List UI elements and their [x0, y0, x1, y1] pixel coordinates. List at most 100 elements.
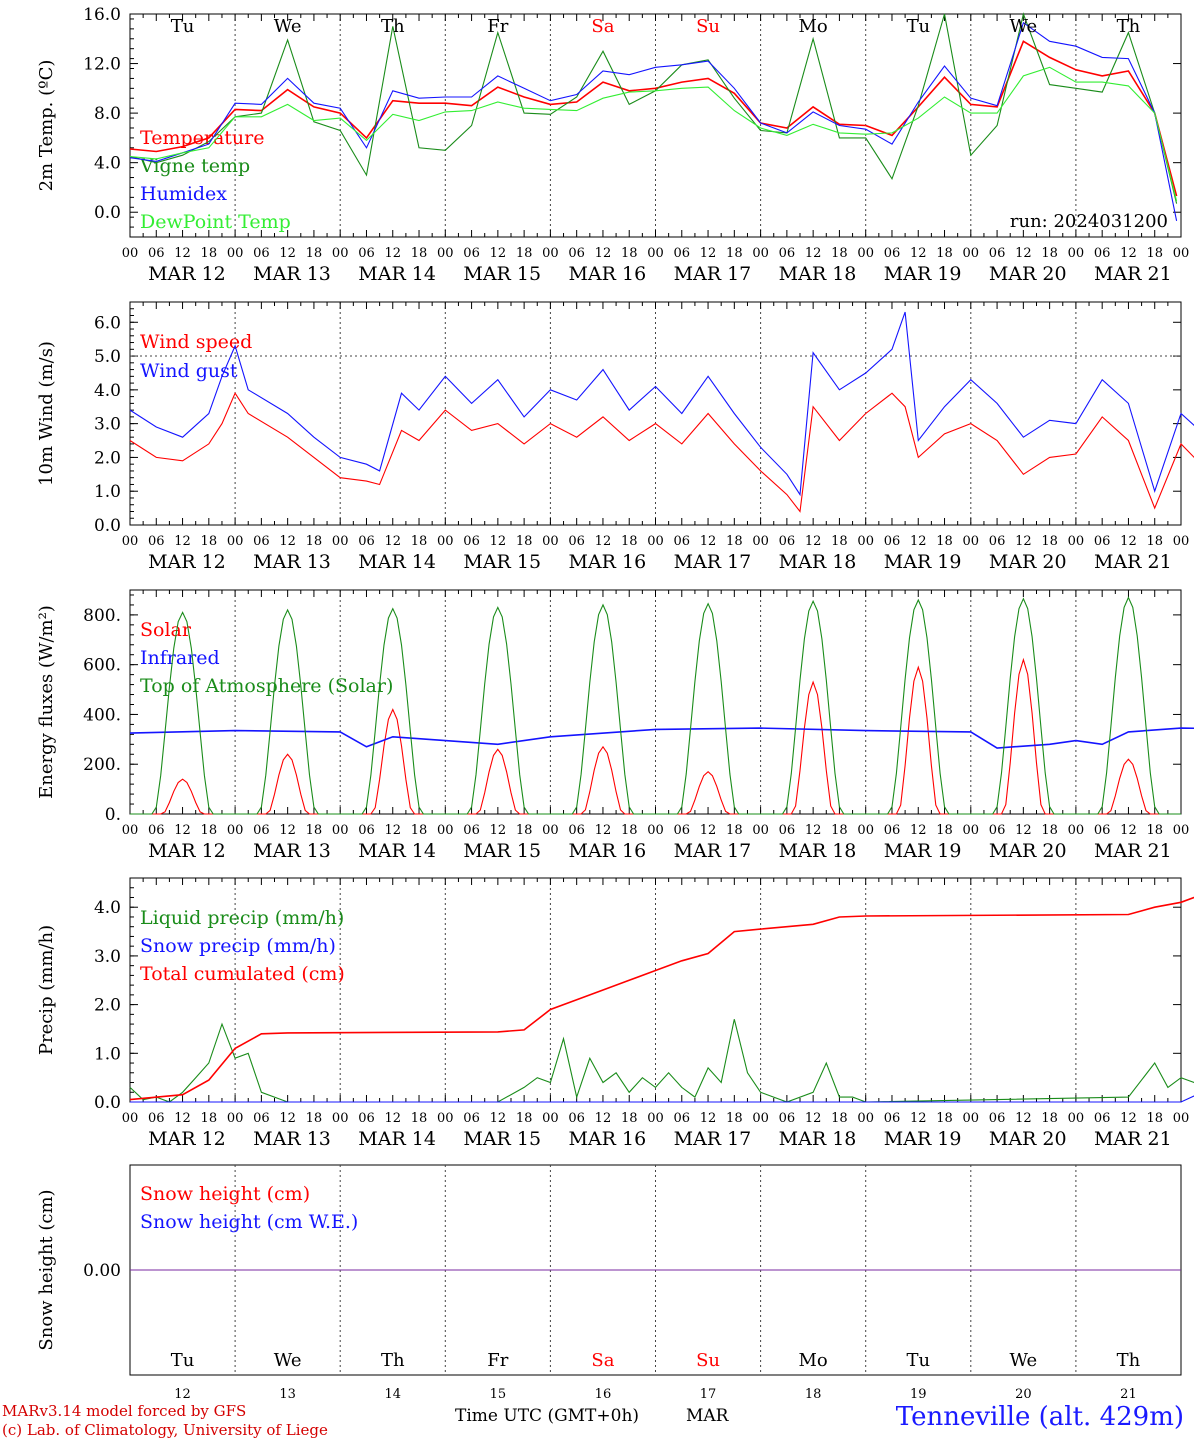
hour-tick-label: 06	[463, 246, 480, 261]
hour-tick-label: 18	[936, 823, 953, 838]
y-axis-label: Energy fluxes (W/m²)	[36, 605, 57, 799]
hour-tick-label: 18	[201, 246, 218, 261]
hour-tick-label: 18	[1041, 823, 1058, 838]
y-axis-label: 10m Wind (m/s)	[36, 341, 57, 486]
date-label: MAR 14	[358, 1128, 436, 1150]
hour-tick-label: 06	[148, 1111, 165, 1126]
y-tick-label: 2.0	[94, 448, 121, 468]
hour-tick-label: 18	[831, 534, 848, 549]
date-label: MAR 19	[884, 263, 962, 285]
hour-tick-label: 12	[174, 823, 191, 838]
legend-entry: Temperature	[140, 127, 264, 149]
hour-tick-label: 00	[752, 1111, 769, 1126]
hour-tick-label: 00	[227, 823, 244, 838]
hour-tick-label: 00	[1173, 246, 1190, 261]
hour-tick-label: 12	[279, 823, 296, 838]
hour-tick-label: 06	[253, 534, 270, 549]
hour-tick-label: 00	[857, 534, 874, 549]
hour-tick-label: 18	[1146, 534, 1163, 549]
y-tick-label: 0.0	[94, 516, 121, 536]
hour-tick-label: 06	[253, 1111, 270, 1126]
series-line-infrared	[129, 727, 1194, 749]
hour-tick-label: 18	[411, 534, 428, 549]
y-tick-label: 12.0	[83, 55, 121, 75]
hour-tick-label: 18	[1041, 534, 1058, 549]
day-number-label: 13	[279, 1387, 296, 1402]
y-tick-label: 3.0	[94, 415, 121, 435]
day-number-label: 12	[174, 1387, 191, 1402]
hour-tick-label: 06	[989, 246, 1006, 261]
hour-tick-label: 06	[779, 246, 796, 261]
hour-tick-label: 00	[1068, 823, 1085, 838]
hour-tick-label: 06	[1094, 823, 1111, 838]
hour-tick-label: 18	[516, 823, 533, 838]
hour-tick-label: 12	[700, 534, 717, 549]
date-label: MAR 21	[1094, 551, 1172, 573]
hour-tick-label: 18	[726, 1111, 743, 1126]
hour-tick-label: 00	[647, 823, 664, 838]
hour-tick-label: 18	[411, 246, 428, 261]
hour-tick-label: 06	[989, 534, 1006, 549]
hour-tick-label: 06	[568, 246, 585, 261]
hour-tick-label: 12	[174, 534, 191, 549]
hour-tick-label: 18	[1041, 246, 1058, 261]
date-label: MAR 15	[463, 263, 541, 285]
hour-tick-label: 00	[542, 1111, 559, 1126]
hour-tick-label: 06	[463, 1111, 480, 1126]
hour-tick-label: 06	[358, 534, 375, 549]
hour-tick-label: 06	[884, 246, 901, 261]
y-tick-label: 4.0	[94, 381, 121, 401]
legend-entry: Infrared	[140, 647, 220, 669]
date-label: MAR 19	[884, 551, 962, 573]
hour-tick-label: 12	[700, 1111, 717, 1126]
hour-tick-label: 06	[779, 1111, 796, 1126]
y-tick-label: 4.0	[94, 898, 121, 918]
hour-tick-label: 12	[1120, 534, 1137, 549]
date-label: MAR 17	[674, 1128, 752, 1150]
weekday-label: Tu	[171, 1350, 195, 1371]
hour-tick-label: 00	[1173, 1111, 1190, 1126]
run-label: run: 2024031200	[1010, 211, 1168, 232]
legend-entry: Wind gust	[140, 360, 238, 382]
hour-tick-label: 00	[647, 246, 664, 261]
hour-tick-label: 18	[516, 1111, 533, 1126]
hour-tick-label: 06	[674, 534, 691, 549]
y-tick-label: 16.0	[83, 5, 121, 25]
date-label: MAR 18	[779, 1128, 857, 1150]
hour-tick-label: 12	[910, 823, 927, 838]
hour-tick-label: 12	[910, 534, 927, 549]
hour-tick-label: 00	[542, 246, 559, 261]
series-line-total-cumulated-cm-	[129, 896, 1194, 1101]
y-tick-label: 3.0	[94, 947, 121, 967]
date-label: MAR 12	[148, 263, 226, 285]
legend-entry: Snow height (cm)	[140, 1183, 310, 1205]
date-label: MAR 15	[463, 840, 541, 862]
hour-tick-label: 00	[122, 823, 139, 838]
lab-credit: (c) Lab. of Climatology, University of L…	[2, 1421, 328, 1439]
y-tick-label: 400.	[83, 705, 121, 725]
hour-tick-label: 12	[595, 246, 612, 261]
y-tick-label: 800.	[83, 606, 121, 626]
hour-tick-label: 18	[621, 246, 638, 261]
date-label: MAR 20	[989, 840, 1067, 862]
day-number-label: 19	[910, 1387, 927, 1402]
date-label: MAR 16	[568, 840, 646, 862]
y-axis-label: Snow height (cm)	[36, 1189, 57, 1350]
hour-tick-label: 18	[306, 823, 323, 838]
hour-tick-label: 00	[752, 246, 769, 261]
hour-tick-label: 12	[1015, 1111, 1032, 1126]
y-tick-label: 5.0	[94, 347, 121, 367]
hour-tick-label: 18	[936, 246, 953, 261]
hour-tick-label: 00	[437, 534, 454, 549]
hour-tick-label: 12	[490, 246, 507, 261]
y-tick-label: 0.0	[94, 203, 121, 223]
date-label: MAR 19	[884, 1128, 962, 1150]
series-line-humidex	[129, 21, 1178, 222]
hour-tick-label: 06	[779, 823, 796, 838]
hour-tick-label: 18	[516, 534, 533, 549]
hour-tick-label: 18	[306, 1111, 323, 1126]
hour-tick-label: 00	[437, 1111, 454, 1126]
hour-tick-label: 18	[621, 1111, 638, 1126]
hour-tick-label: 12	[384, 823, 401, 838]
hour-tick-label: 12	[595, 823, 612, 838]
